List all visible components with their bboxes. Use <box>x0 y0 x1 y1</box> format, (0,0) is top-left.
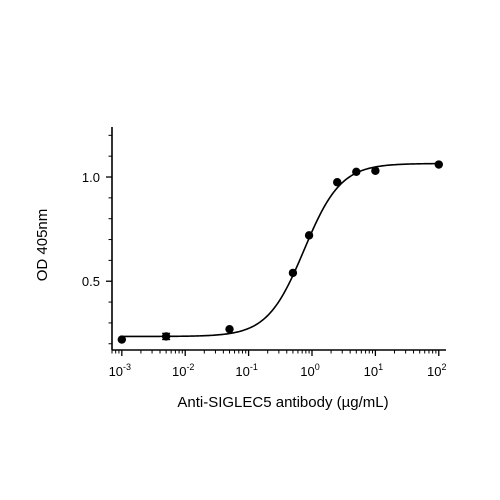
y-tick-label: 1.0 <box>82 170 100 185</box>
fit-curve <box>121 162 439 338</box>
data-point <box>117 335 127 344</box>
x-tick-label: 10-3 <box>109 362 131 379</box>
data-point <box>161 332 171 341</box>
data-point <box>371 166 380 175</box>
data-point <box>225 324 234 334</box>
y-axis-title: OD 405nm <box>34 209 51 282</box>
x-tick-label: 10-2 <box>172 362 194 379</box>
x-tick-label: 102 <box>427 362 446 379</box>
data-point <box>434 160 443 169</box>
data-point <box>352 167 361 177</box>
x-axis: 10-3 10-2 10-1 100 101 102 <box>109 349 447 379</box>
data-point <box>333 178 342 187</box>
x-tick-label: 101 <box>364 362 383 379</box>
y-tick-label: 0.5 <box>82 274 100 289</box>
x-tick-label: 100 <box>300 362 319 379</box>
y-axis: 0.5 1.0 <box>82 127 113 350</box>
x-tick-label: 10-1 <box>235 362 257 379</box>
data-point <box>304 231 314 240</box>
x-axis-title: Anti-SIGLEC5 antibody (µg/mL) <box>177 394 388 411</box>
plot-area <box>117 160 443 344</box>
data-point <box>288 268 298 278</box>
